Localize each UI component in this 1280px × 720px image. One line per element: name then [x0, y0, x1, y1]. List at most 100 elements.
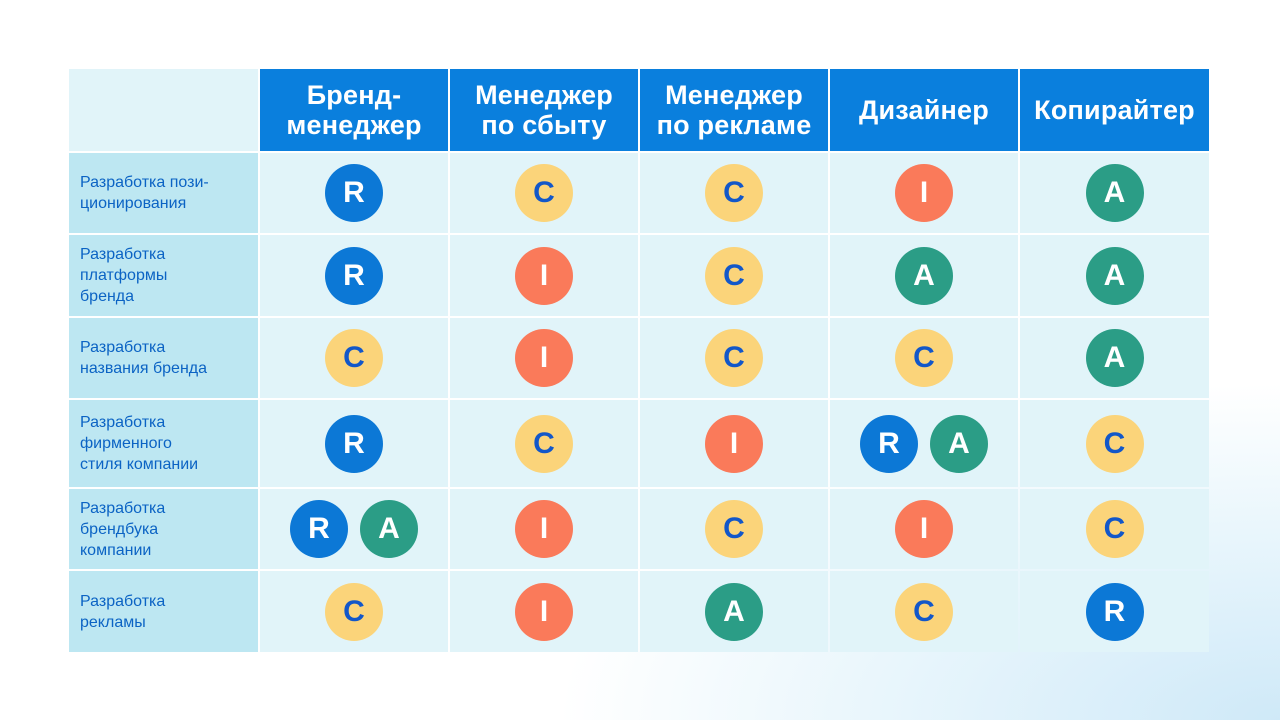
- column-header: Копирайтер: [1020, 69, 1209, 151]
- badge-group: C: [705, 164, 763, 222]
- badge-group: R: [325, 246, 383, 305]
- raci-cell: C: [260, 571, 448, 652]
- raci-badge-c: C: [515, 414, 573, 473]
- raci-cell: I: [450, 235, 638, 316]
- raci-badge-a: A: [930, 414, 988, 473]
- raci-badge-i: I: [895, 500, 953, 558]
- raci-cell: A: [830, 235, 1018, 316]
- raci-badge-i: I: [515, 500, 573, 558]
- raci-cell: A: [1020, 318, 1209, 398]
- raci-badge-a: A: [895, 246, 953, 305]
- badge-group: A: [705, 582, 763, 641]
- row-label: Разработка фирменного стиля компании: [69, 400, 258, 487]
- raci-badge-r: R: [325, 414, 383, 473]
- badge-group: I: [705, 414, 763, 473]
- raci-badge-c: C: [515, 164, 573, 222]
- raci-cell: I: [450, 318, 638, 398]
- badge-group: C: [705, 246, 763, 305]
- raci-cell: I: [450, 489, 638, 569]
- row-label: Разработка названия бренда: [69, 318, 258, 398]
- raci-badge-i: I: [705, 414, 763, 473]
- raci-badge-a: A: [1085, 246, 1144, 305]
- badge-group: C: [1085, 500, 1144, 558]
- badge-group: C: [515, 414, 573, 473]
- raci-badge-c: C: [1085, 414, 1144, 473]
- badge-group: C: [895, 329, 953, 387]
- raci-badge-a: A: [1085, 164, 1144, 222]
- row-label: Разработка брендбука компании: [69, 489, 258, 569]
- raci-cell: R: [260, 235, 448, 316]
- raci-cell: C: [450, 153, 638, 233]
- column-header: Менеджер по сбыту: [450, 69, 638, 151]
- raci-badge-c: C: [705, 500, 763, 558]
- raci-badge-r: R: [290, 500, 348, 558]
- badge-group: A: [1085, 246, 1144, 305]
- badge-group: I: [515, 246, 573, 305]
- raci-badge-c: C: [895, 582, 953, 641]
- badge-group: C: [325, 329, 383, 387]
- badge-group: I: [895, 500, 953, 558]
- badge-group: I: [895, 164, 953, 222]
- raci-cell: I: [640, 400, 828, 487]
- badge-group: C: [515, 164, 573, 222]
- row-label: Разработка платформы бренда: [69, 235, 258, 316]
- badge-group: C: [705, 500, 763, 558]
- raci-cell: C: [640, 235, 828, 316]
- raci-cell: R: [260, 400, 448, 487]
- raci-badge-r: R: [1085, 582, 1144, 641]
- raci-cell: I: [830, 153, 1018, 233]
- badge-group: C: [1085, 414, 1144, 473]
- raci-badge-c: C: [1085, 500, 1144, 558]
- badge-group: C: [895, 582, 953, 641]
- raci-cell: C: [640, 318, 828, 398]
- badge-group: A: [1085, 329, 1144, 387]
- raci-cell: R: [260, 153, 448, 233]
- raci-badge-i: I: [515, 246, 573, 305]
- raci-badge-c: C: [325, 582, 383, 641]
- badge-group: R: [325, 414, 383, 473]
- badge-group: A: [895, 246, 953, 305]
- raci-cell: A: [640, 571, 828, 652]
- raci-cell: C: [830, 318, 1018, 398]
- badge-group: I: [515, 329, 573, 387]
- row-label: Разработка рекламы: [69, 571, 258, 652]
- badge-group: C: [705, 329, 763, 387]
- raci-cell: C: [640, 489, 828, 569]
- row-label: Разработка пози- ционирования: [69, 153, 258, 233]
- badge-group: R: [1085, 582, 1144, 641]
- raci-cell: C: [1020, 400, 1209, 487]
- raci-badge-c: C: [705, 329, 763, 387]
- raci-cell: C: [830, 571, 1018, 652]
- badge-group: C: [325, 582, 383, 641]
- badge-group: A: [1085, 164, 1144, 222]
- raci-cell: C: [1020, 489, 1209, 569]
- badge-group: I: [515, 582, 573, 641]
- column-header: Дизайнер: [830, 69, 1018, 151]
- raci-badge-c: C: [895, 329, 953, 387]
- raci-cell: A: [1020, 153, 1209, 233]
- column-header: Бренд- менеджер: [260, 69, 448, 151]
- raci-badge-r: R: [860, 414, 918, 473]
- raci-cell: C: [260, 318, 448, 398]
- raci-badge-r: R: [325, 246, 383, 305]
- raci-matrix: Бренд- менеджер Менеджер по сбыту Менедж…: [69, 69, 1209, 652]
- raci-badge-i: I: [895, 164, 953, 222]
- badge-group: R: [325, 164, 383, 222]
- raci-badge-c: C: [325, 329, 383, 387]
- raci-cell: C: [640, 153, 828, 233]
- raci-badge-i: I: [515, 329, 573, 387]
- badge-group: I: [515, 500, 573, 558]
- raci-badge-a: A: [360, 500, 418, 558]
- raci-cell: R: [1020, 571, 1209, 652]
- raci-badge-i: I: [515, 582, 573, 641]
- raci-badge-a: A: [1085, 329, 1144, 387]
- raci-badge-c: C: [705, 164, 763, 222]
- raci-cell: C: [450, 400, 638, 487]
- raci-cell: I: [830, 489, 1018, 569]
- corner-cell: [69, 69, 258, 151]
- raci-badge-r: R: [325, 164, 383, 222]
